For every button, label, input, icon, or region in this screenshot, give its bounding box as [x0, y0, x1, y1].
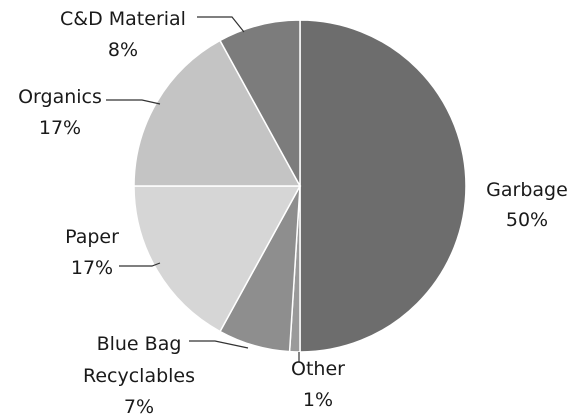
pie-slice-c-d-material [219, 19, 301, 187]
slice-label-blue-bag-line1: Blue Bag [97, 333, 182, 355]
pie-slices [133, 19, 467, 353]
slice-label-cd-material: C&D Material [60, 8, 186, 30]
slice-pct-paper: 17% [71, 257, 113, 279]
pie-slice-organics [133, 39, 302, 187]
slice-label-blue-bag-line2: Recyclables [83, 365, 195, 387]
leader-paper [119, 262, 161, 267]
slice-label-paper: Paper [65, 226, 119, 248]
leader-organics [106, 99, 161, 105]
slice-label-garbage: Garbage [486, 179, 568, 201]
slice-pct-cd-material: 8% [108, 39, 138, 61]
leader-blue-bag [189, 340, 249, 349]
slice-label-other: Other [291, 358, 345, 380]
slice-pct-blue-bag: 7% [124, 396, 154, 418]
slice-pct-organics: 17% [39, 117, 81, 139]
slice-label-organics: Organics [18, 86, 102, 108]
leader-lines [106, 16, 300, 362]
pie-slice-paper [133, 185, 302, 333]
slice-pct-garbage: 50% [506, 209, 548, 231]
leader-cd-material [197, 16, 245, 33]
slice-pct-other: 1% [303, 389, 333, 411]
pie-slice-garbage [299, 19, 467, 353]
